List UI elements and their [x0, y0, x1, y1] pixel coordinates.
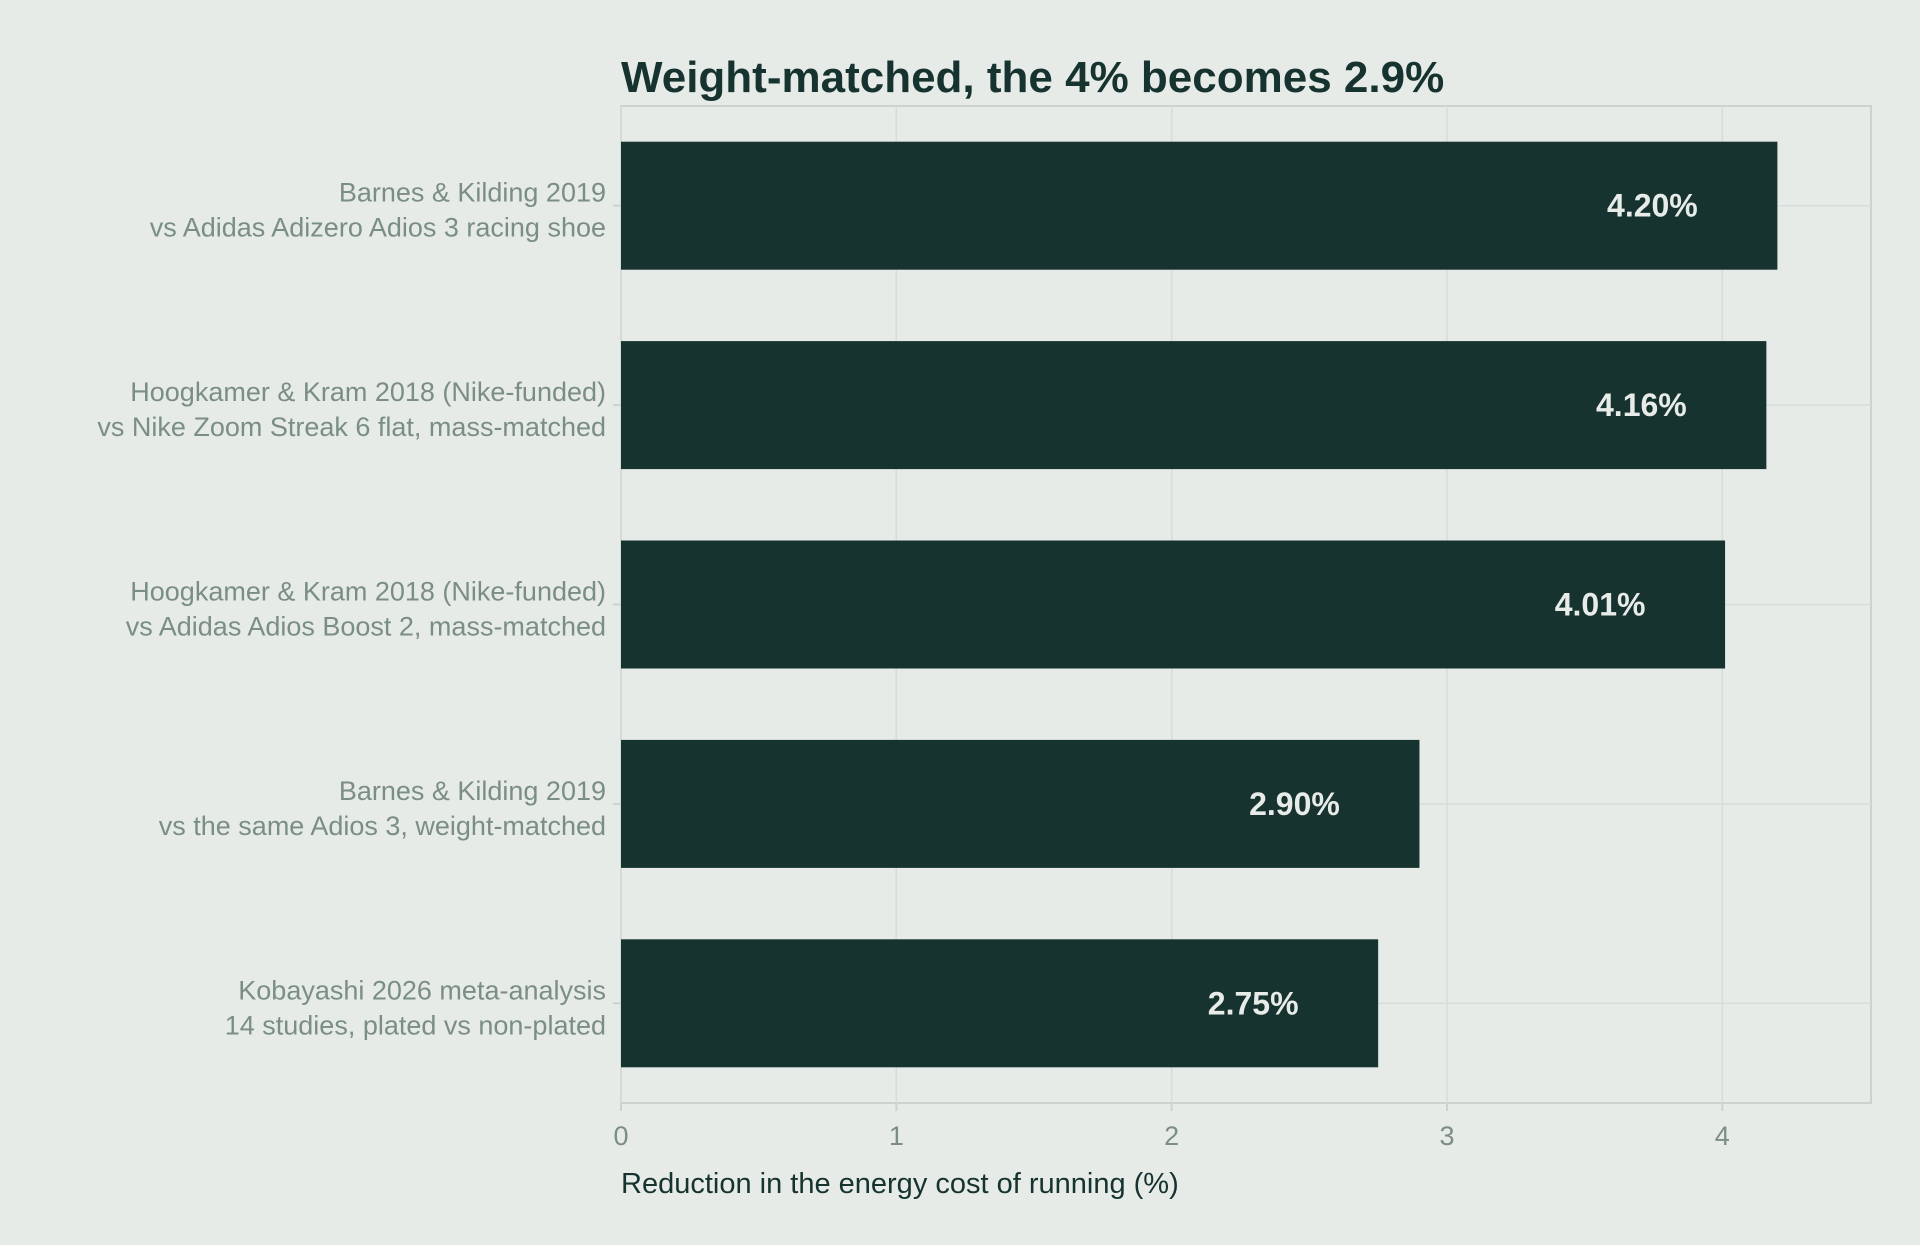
category-label: Barnes & Kilding 2019 vs Adidas Adizero A…: [150, 178, 606, 243]
category-label-line-1: Barnes & Kilding 2019: [339, 178, 606, 208]
category-label: Hoogkamer & Kram 2018 (Nike-funded) vs Ad…: [126, 577, 606, 642]
category-label-line-2: vs Nike Zoom Streak 6 flat, mass-matched: [97, 412, 606, 442]
bar: [621, 939, 1379, 1068]
x-tick-label: 4: [1715, 1121, 1730, 1151]
x-tick-label: 0: [613, 1121, 628, 1151]
bar-value-label: 4.01%: [1555, 587, 1646, 623]
category-label-line-2: vs Adidas Adios Boost 2, mass-matched: [126, 612, 606, 642]
x-tick-label: 2: [1164, 1121, 1179, 1151]
bar-value-label: 4.20%: [1607, 188, 1698, 224]
x-tick-label: 3: [1439, 1121, 1454, 1151]
category-label-line-1: Kobayashi 2026 meta-analysis: [238, 975, 606, 1005]
chart-title: Weight-matched, the 4% becomes 2.9%: [621, 53, 1444, 102]
bar: [621, 540, 1726, 669]
x-axis-ticks: 0 1 2 3 4: [613, 204, 1730, 1151]
category-label-line-1: Hoogkamer & Kram 2018 (Nike-funded): [130, 577, 606, 607]
category-label-line-2: vs Adidas Adizero Adios 3 racing shoe: [150, 213, 606, 243]
category-label: Barnes & Kilding 2019 vs the same Adios 3…: [159, 776, 606, 841]
x-tick-label: 1: [889, 1121, 904, 1151]
bar-value-label: 2.90%: [1249, 786, 1340, 822]
bar: [621, 341, 1767, 470]
bar-value-label: 4.16%: [1596, 387, 1687, 423]
bar: [621, 739, 1420, 868]
category-label: Hoogkamer & Kram 2018 (Nike-funded) vs Ni…: [97, 377, 606, 442]
bar-value-label: 2.75%: [1208, 985, 1299, 1021]
bar: [621, 141, 1778, 270]
x-axis-title: Reduction in the energy cost of running …: [621, 1168, 1179, 1200]
bars-layer: 4.20% 4.16% 4.01% 2.90% 2.75%: [621, 141, 1778, 1068]
category-label-line-1: Barnes & Kilding 2019: [339, 776, 606, 806]
category-label-line-1: Hoogkamer & Kram 2018 (Nike-funded): [130, 377, 606, 407]
category-labels: Barnes & Kilding 2019 vs Adidas Adizero A…: [97, 178, 606, 1041]
category-label-line-2: vs the same Adios 3, weight-matched: [159, 811, 606, 841]
category-label: Kobayashi 2026 meta-analysis 14 studies, …: [225, 975, 606, 1040]
category-label-line-2: 14 studies, plated vs non-plated: [225, 1010, 606, 1040]
